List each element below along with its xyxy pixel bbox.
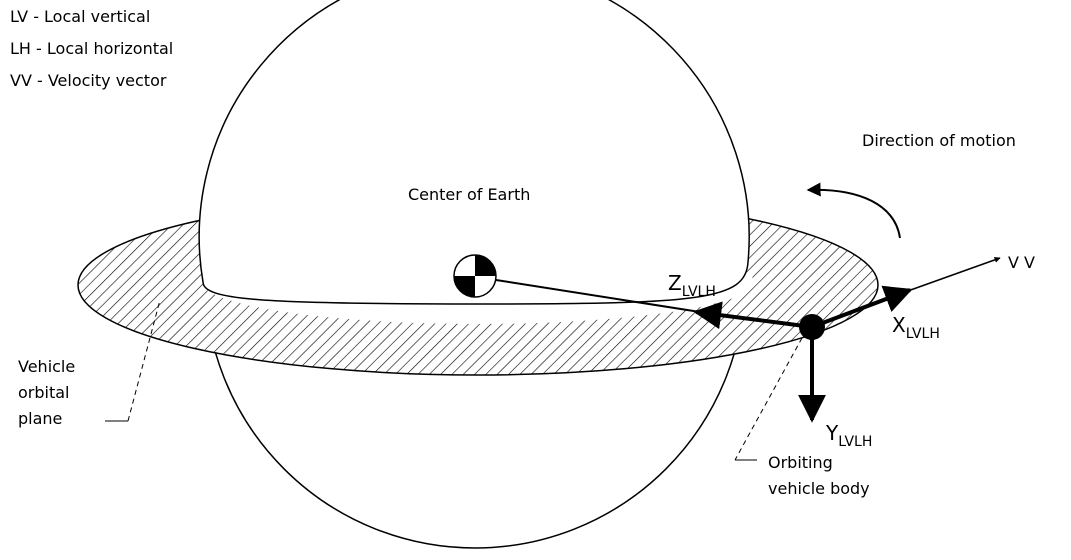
label: vehicle body (768, 479, 870, 498)
motion-arrow (806, 182, 901, 239)
legend-item: LH - Local horizontal (10, 39, 173, 58)
label: orbital (18, 383, 70, 402)
legend-item: LV - Local vertical (10, 7, 150, 26)
earth-cap (198, 0, 750, 305)
earth-center-symbol (453, 254, 497, 298)
axis-subscript: LVLH (906, 326, 940, 342)
label: Center of Earth (408, 185, 530, 204)
axis-letter: Z (668, 271, 682, 295)
label: Vehicle (18, 357, 75, 376)
legend-item: VV - Velocity vector (10, 71, 167, 90)
axis-letter: X (892, 313, 906, 337)
label: Orbiting (768, 453, 833, 472)
axis-letter: Y (825, 421, 839, 445)
leader (127, 299, 161, 422)
lv-line (495, 279, 701, 313)
label: V V (1008, 253, 1035, 272)
leader (734, 337, 803, 461)
axis-subscript: LVLH (682, 284, 716, 300)
label: Direction of motion (862, 131, 1016, 150)
axis-label: ZLVLH (668, 271, 716, 300)
vehicle (799, 314, 825, 340)
z-axis (693, 301, 813, 330)
x-axis (811, 285, 913, 329)
axis-label: XLVLH (892, 313, 940, 342)
axis-subscript: LVLH (838, 434, 872, 450)
axis-label: YLVLH (825, 421, 872, 450)
vv-line (904, 256, 1001, 293)
label: plane (18, 409, 62, 428)
